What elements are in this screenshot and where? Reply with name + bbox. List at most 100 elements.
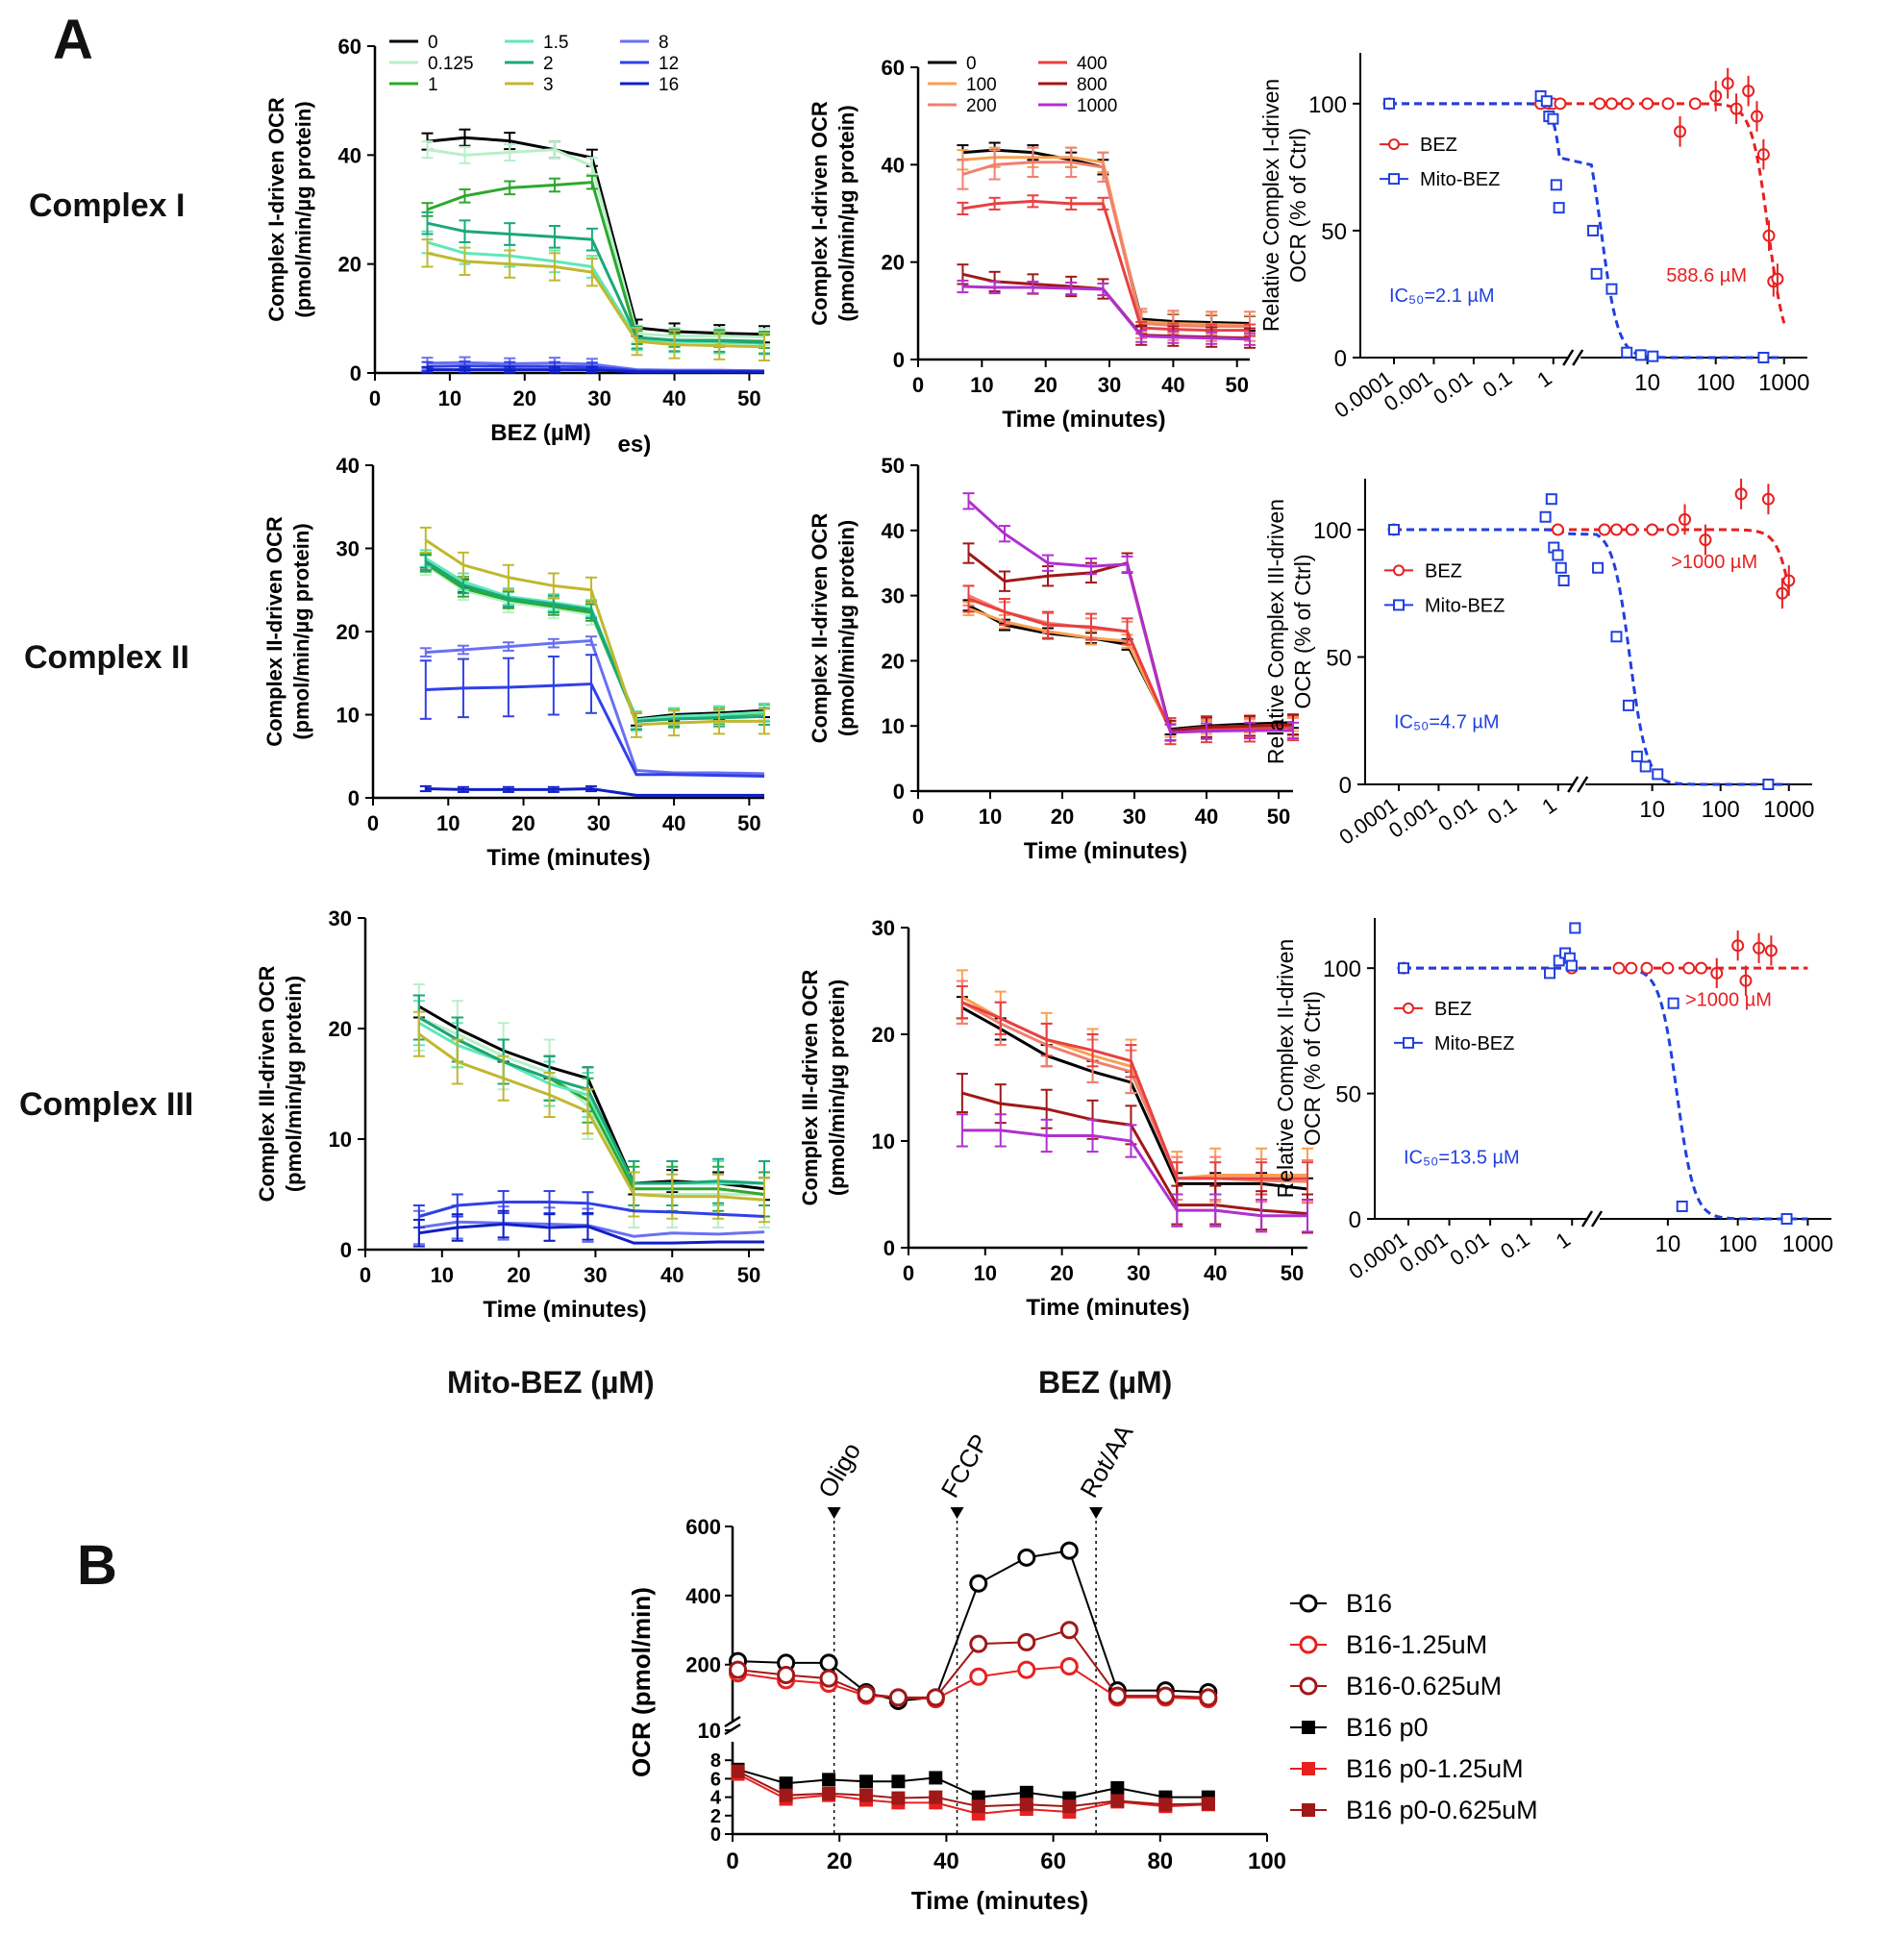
x-tick-label: 50	[737, 386, 760, 410]
x-tick-label: 40	[662, 386, 685, 410]
x-tick-label: 20	[1033, 373, 1057, 397]
y-axis-label: Complex II-driven OCR	[262, 516, 286, 747]
y-axis-label: Complex III-driven OCR	[798, 970, 822, 1206]
x-tick-label: 0.01	[1433, 793, 1480, 836]
mito-bez-point	[1590, 267, 1603, 280]
x-tick-label: 100	[1697, 370, 1735, 396]
y-tick-label: 20	[882, 251, 905, 275]
x-tick-label: 20	[827, 1848, 853, 1874]
axis-break	[1577, 776, 1589, 793]
y-tick-label: 0	[893, 348, 905, 372]
fit-curve-mito-bez	[1394, 528, 1789, 786]
x-tick-label: 10	[1639, 797, 1665, 823]
mito-bez-point	[1621, 346, 1633, 359]
series-400	[962, 584, 1299, 746]
x-tick-label: 40	[1161, 373, 1184, 397]
mito-bez-point	[1383, 97, 1395, 110]
y-tick-label: 10	[329, 1128, 352, 1152]
series-line	[962, 161, 1250, 329]
legend-marker-mito	[1393, 599, 1405, 611]
mito-bez-point	[1388, 524, 1400, 535]
mito-ic50-annotation: IC₅₀=4.7 µM	[1394, 712, 1500, 733]
y-axis-label: Relative Complex II-driven	[1273, 939, 1298, 1199]
mito-bez-point	[1757, 352, 1770, 363]
x-axis-label: Time (minutes)	[486, 845, 650, 871]
panel-a-label: A	[53, 9, 93, 71]
data-point	[1059, 1657, 1079, 1676]
legend-label: B16 p0	[1346, 1713, 1429, 1742]
y-tick-label: 0	[340, 1238, 352, 1262]
y-axis-label: Relative Complex I-driven	[1258, 79, 1283, 332]
mito-bez-point	[1552, 549, 1564, 561]
axis-break	[1590, 1210, 1604, 1228]
x-axis-label: Time (minutes)	[1024, 838, 1187, 864]
y-tick-label: 40	[882, 519, 905, 543]
x-tick-label: 100	[1248, 1848, 1286, 1874]
x-tick-label: 80	[1147, 1848, 1173, 1874]
legend-label: 0	[428, 33, 438, 53]
legend-label: B16 p0-0.625uM	[1346, 1796, 1538, 1824]
bez-ic50-annotation: >1000 µM	[1671, 552, 1757, 573]
data-point	[822, 1786, 836, 1800]
x-tick-label: 40	[1195, 805, 1218, 829]
y-tick-label: 10	[872, 1129, 895, 1154]
y-axis-label: Complex II-driven OCR	[808, 513, 832, 744]
x-tick-label: 1	[1537, 793, 1560, 820]
axis-break	[1580, 1210, 1594, 1228]
x-tick-label: 1	[1532, 366, 1555, 393]
x-tick-label: 0.1	[1479, 366, 1516, 403]
row-label-complex-iii: Complex III	[19, 1086, 194, 1123]
y-tick-label: 30	[329, 906, 352, 930]
x-tick-label: 0	[369, 386, 381, 410]
series-1000	[956, 1113, 1313, 1233]
y-tick-label: 100	[1323, 956, 1361, 982]
series-800	[956, 1073, 1313, 1234]
x-tick-label: 30	[584, 1263, 607, 1287]
legend-marker-bez	[1393, 564, 1405, 577]
bez-point	[1612, 961, 1626, 975]
x-tick-label: 40	[933, 1848, 959, 1874]
x-tick-label: 30	[1127, 1261, 1150, 1285]
legend-label: B16-1.25uM	[1346, 1630, 1487, 1659]
x-tick-label: 0	[367, 811, 379, 835]
injection-label: Oligo	[812, 1437, 866, 1502]
legend-label: 3	[543, 75, 554, 95]
legend-label: 1000	[1077, 96, 1117, 116]
mito-bez-point	[1676, 1200, 1688, 1212]
mito-ic50-annotation: IC₅₀=2.1 µM	[1389, 285, 1495, 307]
data-point	[926, 1688, 945, 1707]
x-tick-label: 30	[1098, 373, 1121, 397]
x-axis-label: Time (minutes)	[1026, 1295, 1189, 1321]
data-point	[1062, 1799, 1077, 1814]
y-tick-label: 50	[1335, 1082, 1361, 1108]
y-tick-label: 60	[882, 56, 905, 80]
legend: BEZ Mito-BEZ	[1384, 560, 1505, 616]
x-tick-label: 0	[726, 1848, 738, 1874]
data-point	[1110, 1781, 1125, 1795]
legend-marker	[1302, 1803, 1315, 1817]
x-tick-label: 100	[1702, 797, 1740, 823]
series-12	[419, 654, 765, 779]
data-point	[1017, 1660, 1036, 1679]
bez-point	[1609, 523, 1623, 536]
data-point	[1019, 1798, 1033, 1812]
y-axis-label: OCR (pmol/min)	[627, 1587, 656, 1777]
y-axis-label-units: (pmol/min/µg protein)	[289, 523, 313, 739]
y-axis-label: Complex III-driven OCR	[255, 966, 279, 1203]
series-200	[957, 146, 1256, 342]
legend: BEZ Mito-BEZ	[1394, 999, 1514, 1054]
x-tick-label: 10	[436, 811, 460, 835]
series-1	[419, 554, 770, 731]
y-tick-label: 2	[710, 1806, 721, 1827]
injection-label: Rot/AA	[1074, 1419, 1138, 1502]
series-line	[427, 136, 765, 336]
legend-label-bez: BEZ	[1434, 999, 1472, 1020]
series-0	[421, 128, 770, 344]
legend-label-mito-bez: Mito-BEZ	[1420, 169, 1500, 190]
legend: B16 B16-1.25uM B16-0.625uM B16 p0 B16 p0-1.2…	[1290, 1589, 1538, 1824]
x-tick-label: 0.01	[1446, 1228, 1493, 1271]
mito-bez-point	[1555, 561, 1567, 574]
y-tick-label: 50	[1321, 219, 1347, 245]
